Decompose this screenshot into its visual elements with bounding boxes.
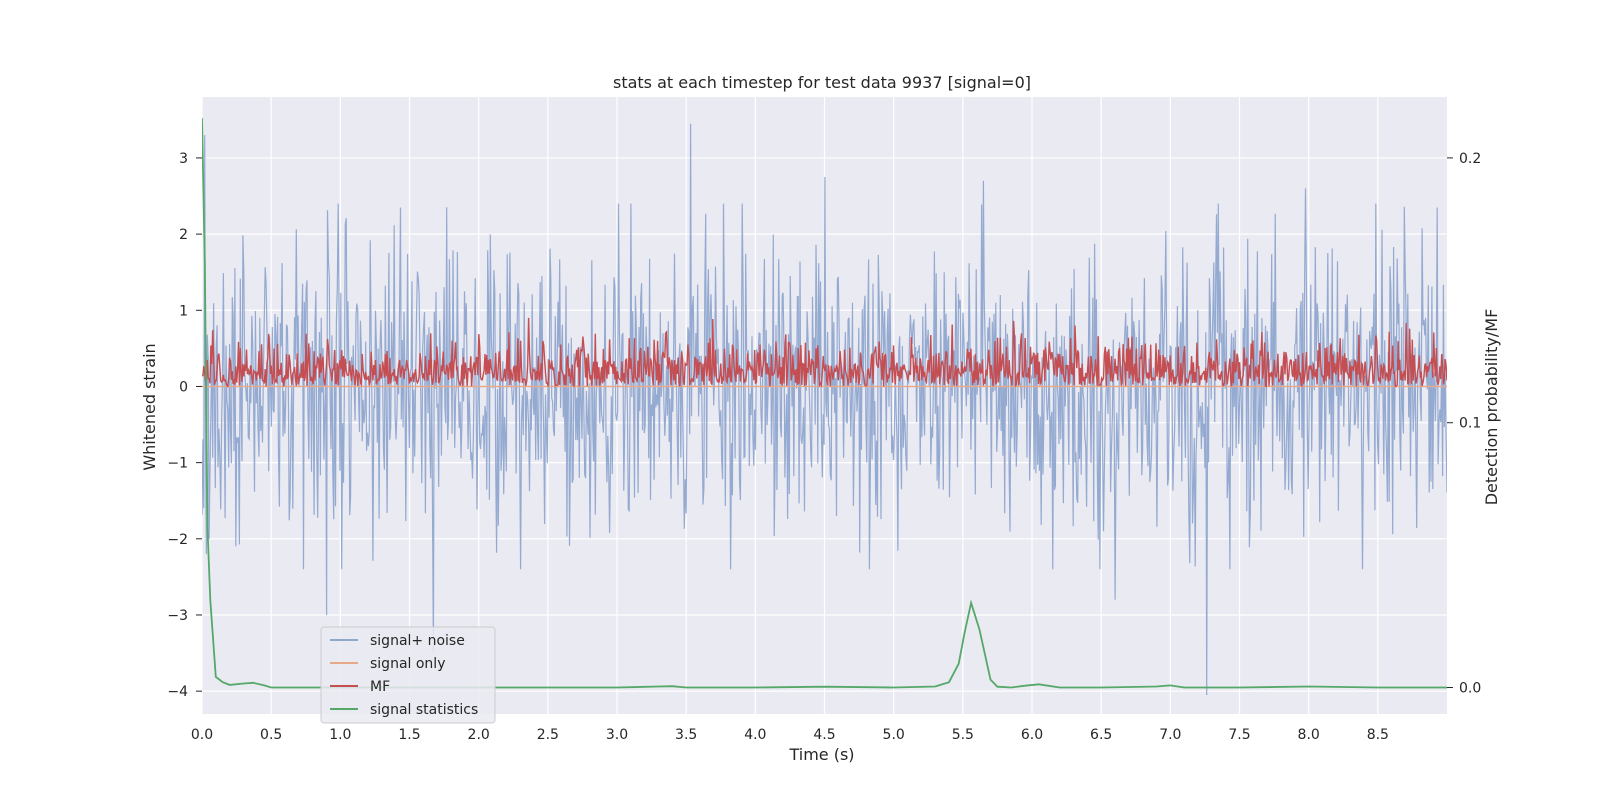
x-tick-label: 7.5	[1228, 727, 1250, 743]
y-tick-label: −2	[167, 532, 188, 548]
x-tick-label: 2.0	[468, 727, 490, 743]
x-tick-label: 8.5	[1367, 727, 1389, 743]
x-tick-label: 2.5	[537, 727, 559, 743]
y-tick-label: 0	[179, 379, 188, 395]
legend: signal+ noise signal only MF signal stat…	[320, 626, 496, 724]
x-tick-label: 4.0	[744, 727, 766, 743]
x-tick-label: 3.5	[675, 727, 697, 743]
series-layer	[202, 118, 1447, 696]
y2-tick-label: 0.2	[1459, 151, 1481, 167]
chart-title: stats at each timestep for test data 993…	[613, 73, 1031, 92]
x-tick-label: 8.0	[1298, 727, 1320, 743]
x-tick-label: 3.0	[606, 727, 628, 743]
legend-label-signal-statistics: signal statistics	[370, 702, 478, 718]
x-tick-label: 6.5	[1090, 727, 1112, 743]
y-tick-label: 1	[179, 303, 188, 319]
y-tick-label: −1	[167, 456, 188, 472]
x-tick-label: 6.0	[1021, 727, 1043, 743]
x-tick-label: 4.5	[813, 727, 835, 743]
y2-tick-label: 0.1	[1459, 416, 1481, 432]
y-tick-label: 2	[179, 227, 188, 243]
y-tick-label: −3	[167, 608, 188, 624]
legend-label-mf: MF	[370, 679, 390, 695]
x-tick-label: 0.0	[191, 727, 213, 743]
series-line-signal-noise	[202, 123, 1447, 696]
x-tick-label: 0.5	[260, 727, 282, 743]
series-line-mf	[202, 317, 1447, 388]
legend-label-signal-only: signal only	[370, 656, 445, 672]
y2-axis-label: Detection probability/MF	[1482, 309, 1501, 506]
x-tick-label: 5.0	[883, 727, 905, 743]
y-tick-label: 3	[179, 151, 188, 167]
y2-tick-label: 0.0	[1459, 681, 1481, 697]
y-axis-label: Whitened strain	[140, 343, 159, 470]
x-axis-label: Time (s)	[788, 745, 854, 764]
x-tick-label: 1.5	[398, 727, 420, 743]
x-tick-label: 5.5	[952, 727, 974, 743]
y-tick-label: −4	[167, 684, 188, 700]
legend-box	[320, 626, 496, 724]
x-tick-label: 7.0	[1159, 727, 1181, 743]
legend-label-signal-noise: signal+ noise	[370, 633, 465, 649]
series-line-signal-statistics	[202, 118, 1447, 689]
x-tick-label: 1.0	[329, 727, 351, 743]
axes: 0.0 0.5 1.0 1.5 2.0 2.5 3.0 3.5 4.0 4.5 5.0 5.5 6.0 6…	[167, 151, 1481, 743]
